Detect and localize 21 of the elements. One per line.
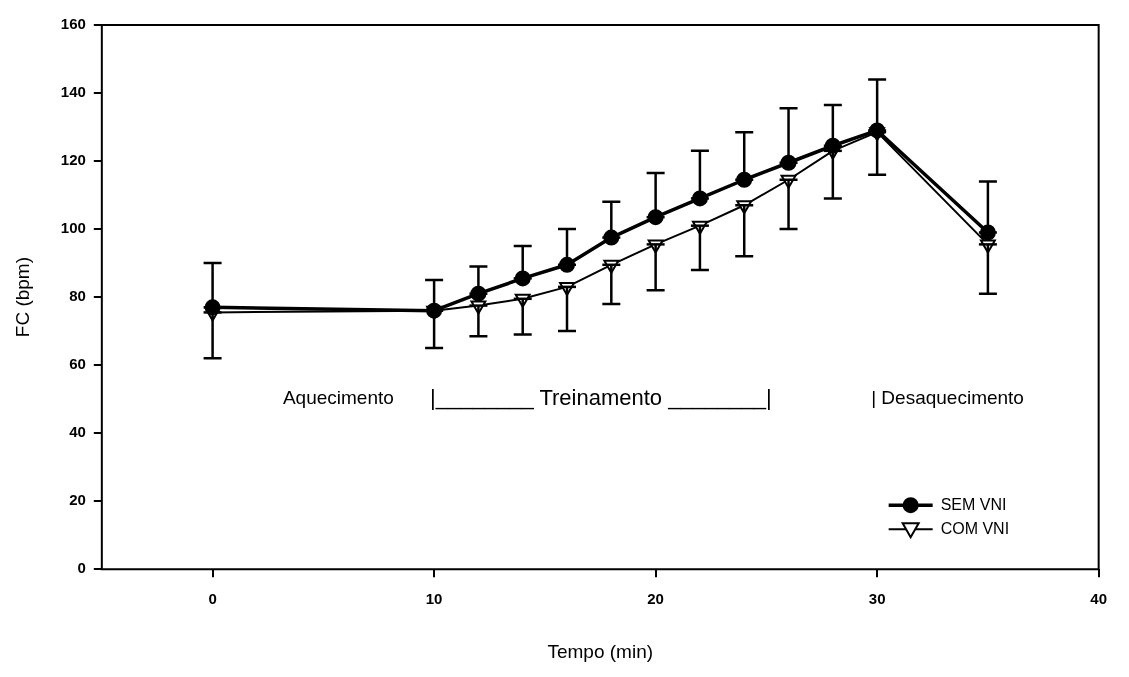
- x-tick-label: 30: [868, 590, 886, 608]
- x-tick-label: 20: [647, 590, 664, 608]
- legend-label: COM VNI: [940, 519, 1010, 537]
- x-tick-label: 0: [208, 590, 217, 608]
- annotation: | Desaquecimento: [871, 387, 1024, 409]
- annotation: |________ Treinamento ________|: [430, 385, 772, 411]
- y-tick-label: 60: [69, 355, 86, 373]
- x-tick-label: 10: [425, 590, 443, 608]
- x-axis-title: Tempo (min): [547, 640, 654, 662]
- y-tick-label: 120: [60, 151, 86, 169]
- y-tick-label: 80: [69, 287, 86, 305]
- annotation: Aquecimento: [282, 387, 394, 409]
- y-tick-label: 20: [69, 491, 86, 509]
- y-tick-label: 100: [60, 219, 86, 237]
- y-tick-label: 40: [69, 423, 86, 441]
- y-tick-label: 160: [60, 15, 86, 33]
- y-tick-label: 0: [77, 559, 86, 577]
- x-tick-label: 40: [1090, 590, 1107, 608]
- legend-label: SEM VNI: [940, 495, 1007, 513]
- y-axis-title: FC (bpm): [11, 256, 33, 338]
- y-tick-label: 140: [60, 83, 86, 101]
